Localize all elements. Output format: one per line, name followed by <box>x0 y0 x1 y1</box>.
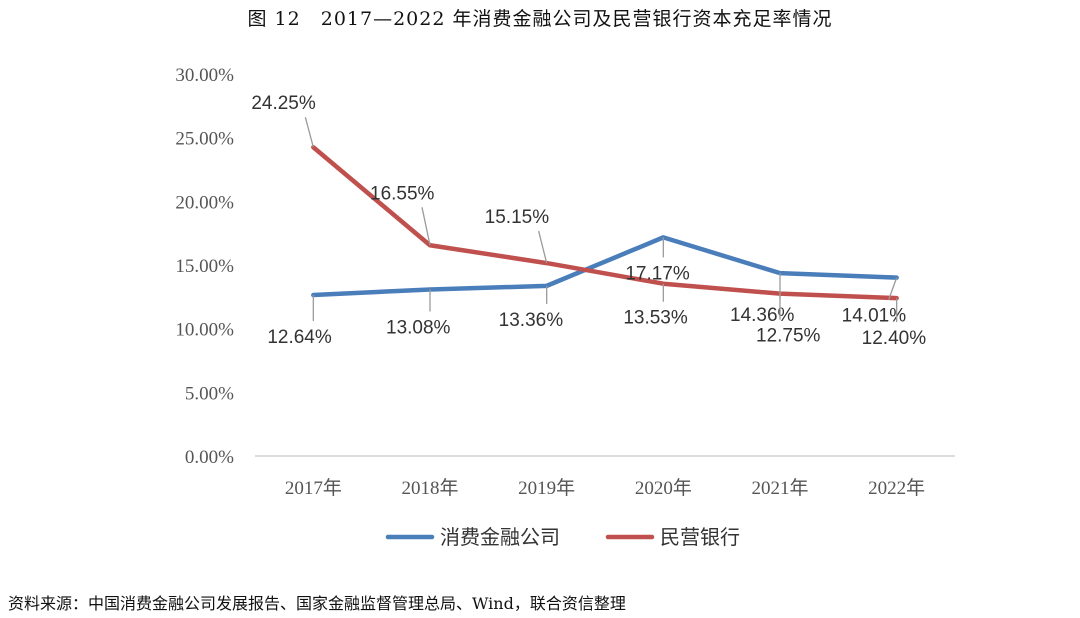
x-tick-label: 2018年 <box>401 477 458 499</box>
data-label: 14.36% <box>730 305 795 326</box>
data-label: 13.08% <box>386 317 451 338</box>
x-tick-label: 2017年 <box>285 477 342 499</box>
legend: 消费金融公司 民营银行 <box>385 525 740 549</box>
legend-label: 消费金融公司 <box>440 525 560 549</box>
x-tick-label: 2020年 <box>635 477 692 499</box>
y-axis: 0.00% 5.00% 10.00% 15.00% 20.00% 25.00% 30.00% <box>175 65 234 468</box>
x-tick-label: 2022年 <box>868 477 925 499</box>
source-note: 资料来源：中国消费金融公司发展报告、国家金融监督管理总局、Wind，联合资信整理 <box>8 594 626 613</box>
data-label: 12.64% <box>267 327 332 348</box>
data-label: 12.75% <box>756 326 821 347</box>
y-tick-label: 20.00% <box>175 192 234 213</box>
legend-label: 民营银行 <box>660 525 740 549</box>
data-label: 13.53% <box>623 308 688 329</box>
y-tick-label: 0.00% <box>185 447 234 468</box>
data-label: 16.55% <box>370 183 435 204</box>
y-tick-label: 25.00% <box>175 129 234 150</box>
x-tick-label: 2021年 <box>751 477 808 499</box>
leader-line <box>421 207 431 246</box>
y-tick-label: 15.00% <box>175 256 234 277</box>
data-label: 17.17% <box>625 263 690 284</box>
leader-line <box>888 277 898 300</box>
series-lines <box>311 144 899 301</box>
leader-line <box>304 117 314 148</box>
chart-title: 图 12 2017—2022 年消费金融公司及民营银行资本充足率情况 <box>247 8 833 30</box>
data-labels: 12.64% 13.08% 13.36% 17.17% 14.36% 14.01% 24.2… <box>251 93 926 349</box>
y-tick-label: 10.00% <box>175 320 234 341</box>
data-label: 13.36% <box>499 310 564 331</box>
data-label: 15.15% <box>485 207 550 228</box>
x-tick-label: 2019年 <box>518 477 575 499</box>
data-label: 14.01% <box>842 306 907 327</box>
leader-line <box>538 230 548 264</box>
data-label: 24.25% <box>251 93 316 114</box>
y-tick-label: 5.00% <box>185 383 234 404</box>
series-line-0 <box>311 235 899 298</box>
y-tick-label: 30.00% <box>175 65 234 86</box>
data-label: 12.40% <box>862 328 927 349</box>
x-axis: 2017年 2018年 2019年 2020年 2021年 2022年 <box>285 477 925 499</box>
series-line-1 <box>311 144 899 301</box>
